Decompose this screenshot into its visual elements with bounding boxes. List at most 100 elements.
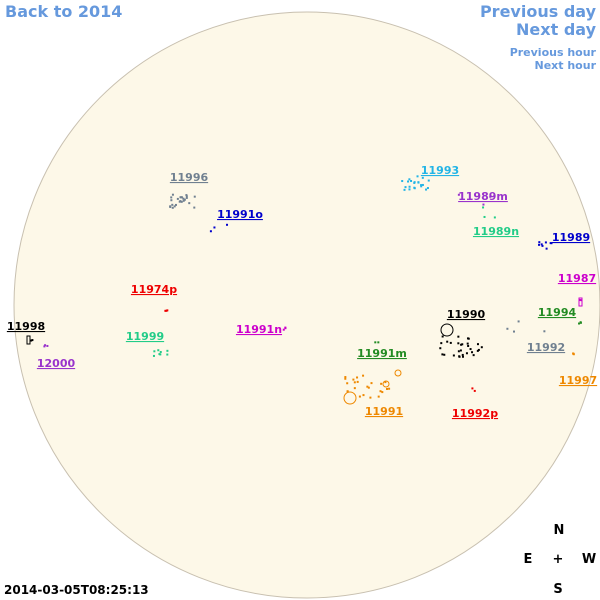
spot <box>171 193 174 196</box>
spot <box>353 381 356 384</box>
region-label[interactable]: 11998 <box>7 320 45 333</box>
region-label[interactable]: 11993 <box>421 164 459 177</box>
spot <box>493 216 496 219</box>
spot <box>26 335 31 345</box>
spot <box>407 180 410 183</box>
region-label[interactable]: 11992 <box>527 341 565 354</box>
spot <box>471 351 474 354</box>
region-label[interactable]: 12000 <box>37 357 76 370</box>
spot <box>458 355 461 358</box>
spot <box>382 380 390 388</box>
spot <box>457 335 460 338</box>
spot <box>545 247 548 250</box>
spot <box>352 378 355 381</box>
spot <box>416 175 419 178</box>
spot <box>185 195 188 198</box>
region-label[interactable]: 11996 <box>170 171 209 184</box>
region-label[interactable]: 11991n <box>236 323 282 336</box>
spot <box>404 186 407 189</box>
region-label[interactable]: 11987 <box>558 272 596 285</box>
back-link[interactable]: Back to 2014 <box>5 2 122 21</box>
spot <box>188 202 191 205</box>
region-label[interactable]: 11991o <box>217 208 263 221</box>
region-label[interactable]: 11992p <box>452 407 498 420</box>
spot <box>413 187 416 190</box>
spot <box>440 342 443 345</box>
spot <box>452 354 455 357</box>
spot <box>377 341 380 344</box>
spot <box>441 335 444 338</box>
spot <box>157 349 160 352</box>
spot <box>543 330 546 333</box>
next-day-link[interactable]: Next day <box>516 20 597 39</box>
region-label[interactable]: 11991m <box>357 347 407 360</box>
spot <box>386 387 389 390</box>
next-hour-link[interactable]: Next hour <box>535 59 597 72</box>
region-label[interactable]: 11989m <box>458 190 508 203</box>
spot <box>420 184 423 187</box>
spot <box>506 327 509 330</box>
spot <box>443 353 446 356</box>
spot <box>459 349 462 352</box>
spot <box>180 196 183 199</box>
spot <box>153 350 156 353</box>
spot <box>477 348 480 351</box>
region-label[interactable]: 11997 <box>559 374 597 387</box>
spot <box>44 344 47 347</box>
spot <box>43 345 46 348</box>
spot <box>469 348 472 351</box>
spot <box>381 391 384 394</box>
region-label[interactable]: 11990 <box>447 308 486 321</box>
spot <box>467 344 470 347</box>
spot <box>408 178 411 181</box>
spot <box>408 185 411 188</box>
region-label[interactable]: 11999 <box>126 330 164 343</box>
spot <box>461 343 464 346</box>
region-label[interactable]: 11974p <box>131 283 177 296</box>
spot <box>457 193 460 196</box>
compass-south: S <box>553 582 562 597</box>
region-label[interactable]: 11989n <box>473 225 519 238</box>
spot <box>476 343 479 346</box>
spot <box>457 342 460 345</box>
spot <box>171 203 174 206</box>
spot <box>170 199 173 202</box>
spot <box>517 320 520 323</box>
spot <box>425 188 428 191</box>
spot <box>538 243 541 246</box>
spot <box>367 386 370 389</box>
spot <box>344 377 347 380</box>
compass-east: E <box>524 552 533 567</box>
spot <box>540 243 543 246</box>
spot <box>473 389 476 392</box>
spot <box>185 194 188 197</box>
spot <box>439 347 442 350</box>
region-label[interactable]: 11994 <box>538 306 577 319</box>
compass-north: N <box>554 523 565 538</box>
spot <box>403 188 406 191</box>
spot <box>31 339 34 342</box>
spot <box>572 353 575 356</box>
compass-center: + <box>553 552 564 567</box>
spot <box>377 395 380 398</box>
spot <box>380 382 383 385</box>
spot <box>166 309 169 312</box>
spot <box>549 242 552 245</box>
spot <box>343 391 357 405</box>
region-label[interactable]: 11991 <box>365 405 403 418</box>
spot <box>579 321 582 324</box>
spot <box>370 382 373 385</box>
spot <box>379 390 382 393</box>
region-label[interactable]: 11989 <box>552 231 590 244</box>
spot <box>366 385 369 388</box>
compass-west: W <box>582 552 596 567</box>
spot <box>362 394 365 397</box>
spot <box>353 387 356 390</box>
spot <box>388 387 391 390</box>
spot <box>483 215 486 218</box>
spot <box>182 199 185 202</box>
spot <box>489 195 492 198</box>
previous-day-link[interactable]: Previous day <box>480 2 597 21</box>
previous-hour-link[interactable]: Previous hour <box>510 46 597 59</box>
